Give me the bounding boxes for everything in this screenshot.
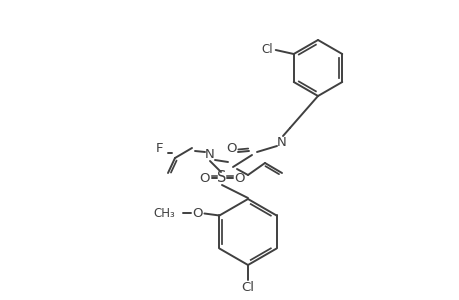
Text: Cl: Cl <box>260 43 272 56</box>
Text: N: N <box>205 148 214 161</box>
Text: S: S <box>217 170 226 185</box>
Text: CH₃: CH₃ <box>153 207 175 220</box>
Text: O: O <box>226 142 237 154</box>
Text: Cl: Cl <box>241 281 254 295</box>
Text: O: O <box>234 172 245 184</box>
Text: N: N <box>276 136 286 149</box>
Text: O: O <box>199 172 210 184</box>
Text: O: O <box>192 207 202 220</box>
Text: F: F <box>156 142 163 154</box>
